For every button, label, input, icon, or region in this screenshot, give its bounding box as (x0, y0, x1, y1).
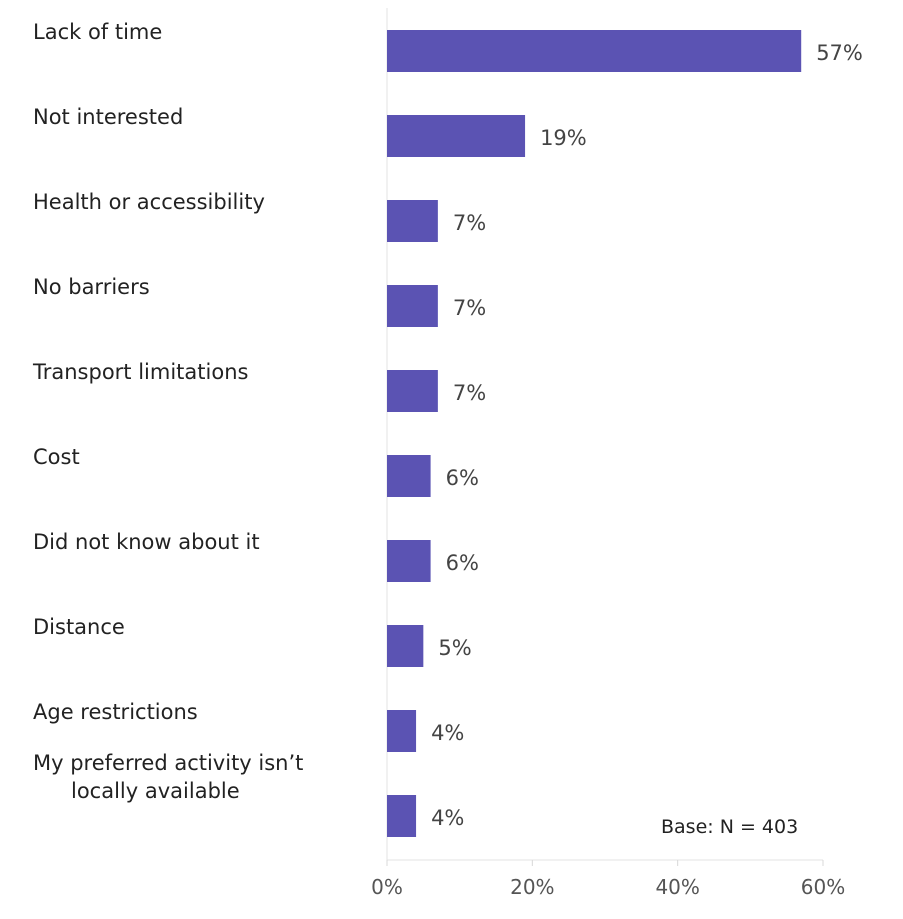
bar (387, 795, 417, 837)
x-tick-label: 60% (801, 875, 845, 899)
category-label-line: locally available (71, 779, 240, 803)
category-label: Cost (33, 445, 80, 469)
bar (387, 285, 438, 327)
x-tick-label: 40% (655, 875, 699, 899)
value-label: 57% (816, 41, 863, 65)
x-tick-label: 0% (371, 875, 403, 899)
category-label: Distance (33, 615, 125, 639)
bar (387, 200, 438, 242)
value-label: 6% (446, 551, 479, 575)
base-note: Base: N = 403 (661, 816, 798, 838)
value-label: 7% (453, 211, 486, 235)
value-label: 4% (431, 806, 464, 830)
value-label: 6% (446, 466, 479, 490)
bar (387, 455, 431, 497)
bar (387, 710, 417, 752)
category-label: Health or accessibility (33, 190, 265, 214)
bar (387, 115, 526, 157)
value-label: 19% (540, 126, 587, 150)
category-label-line: My preferred activity isn’t (33, 751, 303, 775)
category-label: Lack of time (33, 20, 162, 44)
category-label: My preferred activity isn’t locally avail… (33, 751, 303, 803)
x-tick-label: 20% (510, 875, 554, 899)
value-label: 7% (453, 296, 486, 320)
value-label: 7% (453, 381, 486, 405)
x-ticks-group: 0% 20% 40% 60% (371, 860, 845, 899)
bar (387, 540, 431, 582)
category-label: Age restrictions (33, 700, 198, 724)
category-label: No barriers (33, 275, 150, 299)
bar (387, 625, 424, 667)
category-label: Did not know about it (33, 530, 260, 554)
bars-group: Lack of time 57% Not interested 19% Health o… (32, 20, 863, 837)
value-label: 4% (431, 721, 464, 745)
value-label: 5% (438, 636, 471, 660)
bar (387, 370, 438, 412)
bar (387, 30, 802, 72)
category-label: Not interested (33, 105, 183, 129)
category-label: Transport limitations (32, 360, 248, 384)
